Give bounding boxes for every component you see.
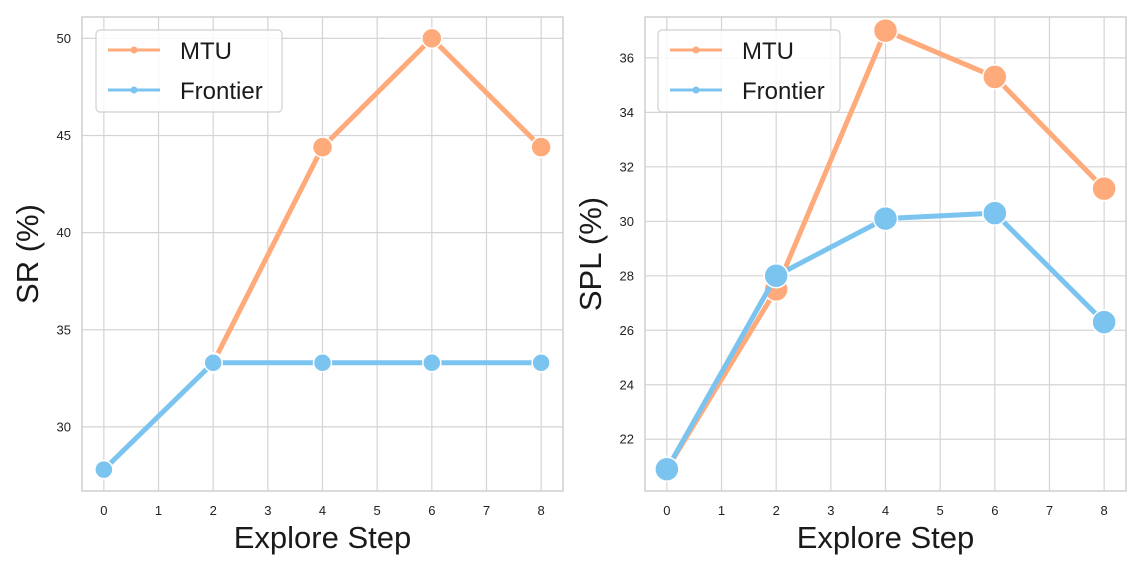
y-tick-label: 50	[57, 31, 71, 46]
x-tick-label: 6	[428, 503, 435, 518]
x-axis-title: Explore Step	[234, 520, 412, 555]
y-tick-label: 28	[620, 268, 634, 283]
x-tick-label: 7	[483, 503, 490, 518]
y-tick-label: 34	[620, 105, 634, 120]
data-point-frontier	[94, 459, 114, 480]
data-point-frontier	[872, 205, 899, 232]
plot-frame	[644, 16, 1127, 492]
x-tick-label: 1	[155, 503, 162, 518]
plot-frame	[81, 16, 564, 492]
y-tick-label: 40	[57, 225, 71, 240]
data-point-frontier	[654, 456, 680, 482]
x-tick-label: 5	[374, 503, 381, 518]
x-tick-label: 6	[991, 503, 998, 518]
data-point-mtu	[982, 64, 1008, 90]
y-tick-label: 36	[620, 50, 634, 65]
legend-marker-frontier	[692, 86, 700, 94]
x-tick-label: 3	[264, 503, 271, 518]
y-axis-title: SR (%)	[10, 204, 45, 304]
x-tick-label: 8	[1101, 503, 1108, 518]
legend-label-mtu: MTU	[742, 38, 794, 65]
y-tick-label: 30	[57, 419, 71, 434]
y-tick-label: 45	[57, 128, 71, 143]
data-point-mtu	[1091, 175, 1117, 202]
x-tick-label: 8	[538, 503, 545, 518]
y-tick-label: 35	[57, 322, 71, 337]
data-point-frontier	[203, 353, 223, 373]
data-point-frontier	[312, 353, 333, 373]
legend-label-frontier: Frontier	[180, 78, 263, 105]
x-tick-label: 5	[937, 503, 944, 518]
x-tick-label: 0	[100, 503, 107, 518]
y-axis-title: SPL (%)	[573, 197, 608, 311]
data-point-mtu	[530, 136, 552, 158]
x-tick-label: 7	[1046, 503, 1053, 518]
data-point-frontier	[982, 200, 1008, 226]
y-tick-label: 22	[620, 432, 634, 447]
x-tick-label: 3	[827, 503, 834, 518]
x-axis-title: Explore Step	[797, 520, 975, 555]
data-point-frontier	[531, 353, 551, 373]
data-point-frontier	[422, 353, 442, 373]
x-tick-label: 2	[773, 503, 780, 518]
y-tick-label: 30	[620, 214, 634, 229]
data-point-mtu	[421, 27, 443, 50]
series-line-mtu	[210, 35, 544, 366]
y-tick-label: 24	[620, 377, 634, 392]
data-point-frontier	[1091, 309, 1117, 335]
y-tick-label: 26	[620, 323, 634, 338]
legend-label-mtu: MTU	[180, 38, 232, 65]
x-tick-label: 4	[882, 503, 889, 518]
legend-marker-mtu	[692, 46, 700, 54]
legend-marker-mtu	[130, 46, 138, 54]
legend: MTU Frontier	[95, 29, 283, 113]
legend-label-frontier: Frontier	[742, 78, 825, 105]
data-point-mtu	[311, 136, 334, 158]
x-tick-label: 2	[210, 503, 217, 518]
legend-marker-frontier	[130, 86, 138, 94]
legend: MTU Frontier	[657, 29, 841, 113]
data-point-frontier	[763, 263, 789, 289]
y-tick-label: 32	[620, 159, 634, 174]
data-point-mtu	[872, 17, 899, 44]
x-tick-label: 4	[319, 503, 326, 518]
x-tick-label: 0	[663, 503, 670, 518]
x-tick-label: 1	[718, 503, 725, 518]
